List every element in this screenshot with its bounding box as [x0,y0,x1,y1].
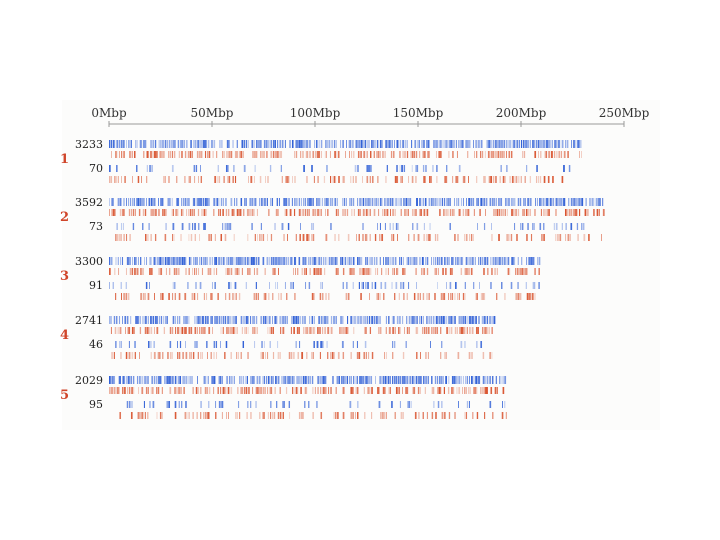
red-strip [109,268,540,275]
axis-tick-label: 200Mbp [495,106,547,120]
count-bottom: 91 [89,279,103,292]
count-bottom: 46 [89,338,103,351]
count-top: 2741 [75,314,103,327]
count-bottom: 70 [89,162,103,175]
axis-tick-label: 50Mbp [190,106,234,120]
red-strip-lower [115,234,602,241]
dense-blue-strip [109,198,604,206]
dense-blue-strip [109,316,496,324]
chromosome-label: 1 [60,152,70,167]
red-strip [109,209,605,216]
red-strip-lower [111,352,493,359]
chromosome-label: 2 [60,210,70,225]
sparse-blue-strip [126,401,506,408]
axis-tick-label: 250Mbp [598,106,650,120]
chromosome-label: 3 [60,269,70,284]
sparse-blue-strip [116,223,585,230]
red-strip-lower [115,293,536,300]
count-top: 2029 [75,374,103,387]
dense-blue-strip [109,376,507,384]
count-top: 3592 [75,196,103,209]
count-bottom: 95 [89,398,103,411]
chromosome-label: 4 [60,328,70,343]
red-strip-lower [119,412,507,419]
chromosome-label: 5 [60,388,70,403]
count-top: 3300 [75,255,103,268]
sparse-blue-strip [109,282,540,289]
red-strip [111,151,582,158]
dense-blue-strip [109,140,582,148]
sparse-blue-strip [115,341,483,348]
sparse-blue-strip [109,165,571,172]
red-strip-lower [109,176,564,183]
count-bottom: 73 [89,220,103,233]
dense-blue-strip [109,257,541,265]
red-strip [109,387,505,394]
count-top: 3233 [75,138,103,151]
axis-tick-label: 0Mbp [91,106,127,120]
axis-tick-label: 100Mbp [289,106,341,120]
axis-tick-label: 150Mbp [392,106,444,120]
red-strip [110,327,493,334]
